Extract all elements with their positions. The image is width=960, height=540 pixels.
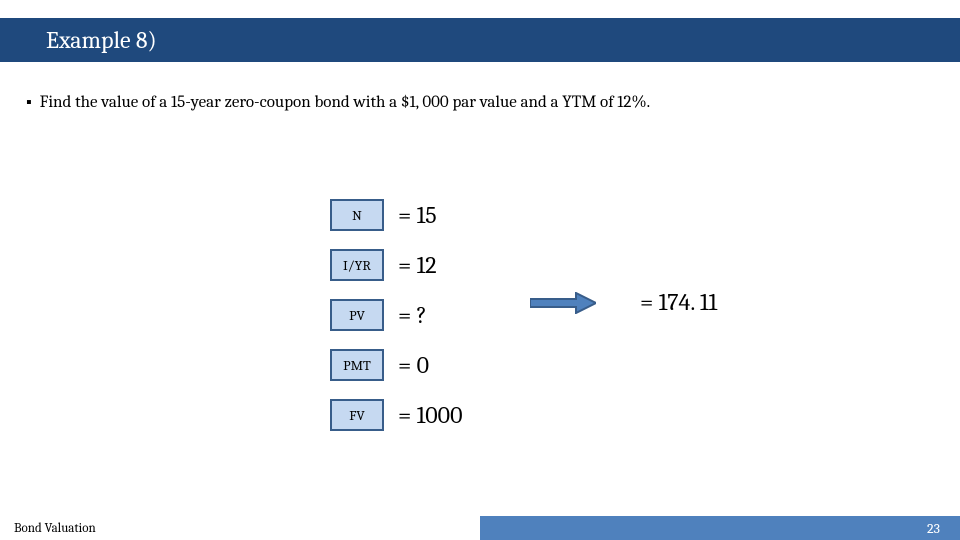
footer: Bond Valuation 23 (0, 516, 960, 540)
calc-row-fv: FV = 1000 (330, 390, 463, 440)
value-pv: = ? (398, 301, 427, 329)
body: ▪ Find the value of a 15-year zero-coupo… (26, 92, 934, 114)
arrow (530, 292, 596, 314)
value-iyr: = 12 (398, 251, 437, 279)
value-pmt: = 0 (398, 351, 429, 379)
value-fv: = 1000 (398, 401, 463, 429)
key-n: N (330, 199, 384, 231)
calc-row-iyr: I/YR = 12 (330, 240, 463, 290)
key-iyr: I/YR (330, 249, 384, 281)
footer-topic: Bond Valuation (0, 516, 480, 540)
key-pmt: PMT (330, 349, 384, 381)
slide-title: Example 8) (46, 26, 157, 54)
bullet-text: Find the value of a 15-year zero-coupon … (40, 92, 650, 114)
key-pv: PV (330, 299, 384, 331)
slide: Example 8) ▪ Find the value of a 15-year… (0, 0, 960, 540)
calc-row-n: N = 15 (330, 190, 463, 240)
calc-row-pv: PV = ? (330, 290, 463, 340)
bullet-item: ▪ Find the value of a 15-year zero-coupo… (26, 92, 934, 114)
key-fv: FV (330, 399, 384, 431)
arrow-right-icon (530, 292, 596, 314)
value-n: = 15 (398, 201, 437, 229)
calculator-inputs: N = 15 I/YR = 12 PV = ? PMT = 0 FV = 100… (330, 190, 463, 440)
title-bar: Example 8) (0, 18, 960, 62)
result-value: = 174. 11 (640, 288, 717, 316)
calc-row-pmt: PMT = 0 (330, 340, 463, 390)
footer-page-number: 23 (480, 516, 960, 540)
bullet-marker: ▪ (26, 92, 32, 113)
